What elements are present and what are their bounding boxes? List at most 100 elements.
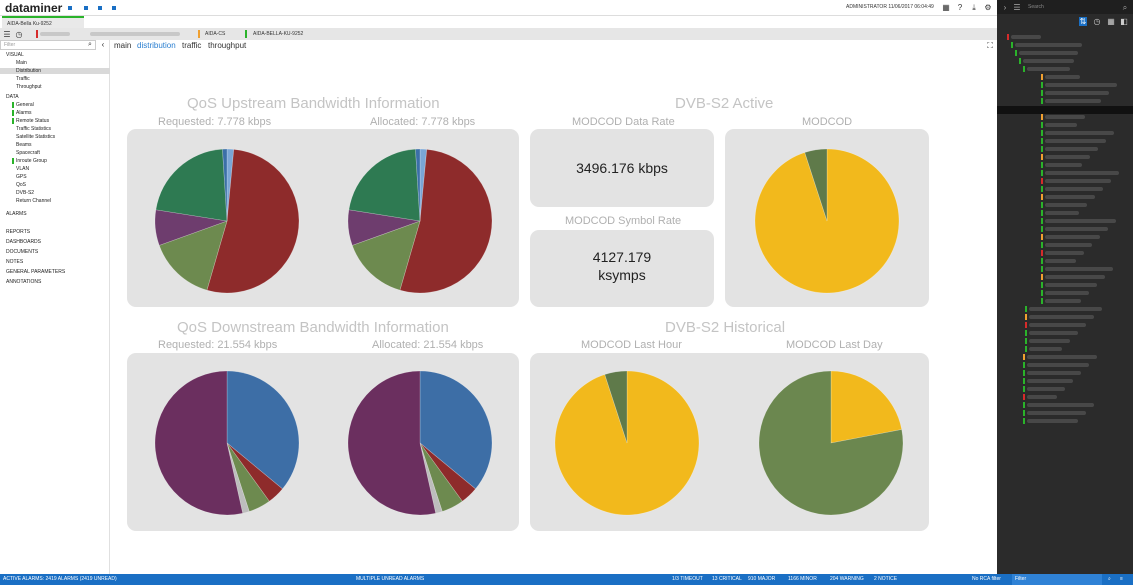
- grid-icon[interactable]: ▦: [1107, 17, 1115, 26]
- tree-item[interactable]: Remote Status: [16, 118, 50, 124]
- surveyor-item[interactable]: [1029, 347, 1062, 351]
- menu-icon[interactable]: ☰: [1013, 3, 1021, 12]
- major-count[interactable]: 910 MAJOR: [748, 576, 776, 582]
- surveyor-item[interactable]: [1045, 203, 1087, 207]
- clock-icon[interactable]: ◷: [15, 30, 23, 39]
- surveyor-item[interactable]: [1027, 355, 1097, 359]
- breadcrumb-item[interactable]: AIDA-CS: [205, 31, 226, 37]
- search-icon[interactable]: ⌕: [1122, 3, 1128, 12]
- download-icon[interactable]: ⤓: [972, 3, 976, 12]
- settings-icon[interactable]: ⚙: [984, 3, 992, 12]
- tree-item[interactable]: QoS: [16, 182, 27, 188]
- surveyor-item[interactable]: [1029, 315, 1094, 319]
- tree-item[interactable]: Inroute Group: [16, 158, 47, 164]
- surveyor-item[interactable]: [1045, 291, 1089, 295]
- tree-item[interactable]: Main: [16, 60, 27, 66]
- surveyor-item[interactable]: [1027, 403, 1094, 407]
- surveyor-item[interactable]: [1045, 243, 1092, 247]
- tab-traffic[interactable]: traffic: [182, 41, 202, 50]
- tab-throughput[interactable]: throughput: [208, 41, 247, 50]
- tree-item[interactable]: Beams: [16, 142, 32, 148]
- chevron-right-icon[interactable]: ›: [1003, 3, 1007, 12]
- tree-item[interactable]: VLAN: [16, 166, 30, 172]
- menu-icon[interactable]: ≡: [1120, 576, 1123, 582]
- surveyor-item[interactable]: [1027, 379, 1073, 383]
- surveyor-item[interactable]: [1045, 283, 1097, 287]
- surveyor-item[interactable]: [1029, 339, 1070, 343]
- surveyor-item[interactable]: [1023, 59, 1074, 63]
- help-icon[interactable]: ?: [957, 3, 963, 12]
- collapse-icon[interactable]: ‹: [101, 40, 105, 49]
- tree-item[interactable]: VISUAL: [6, 52, 24, 58]
- menu-dot-icon[interactable]: [68, 6, 72, 10]
- tree-item[interactable]: Satellite Statistics: [16, 134, 56, 140]
- active-alarms[interactable]: ACTIVE ALARMS: 2419 ALARMS (2419 UNREAD): [3, 576, 117, 582]
- surveyor-item[interactable]: [1045, 227, 1108, 231]
- surveyor-item[interactable]: [1045, 219, 1116, 223]
- tree-item[interactable]: GENERAL PARAMETERS: [6, 269, 66, 275]
- surveyor-item[interactable]: [1045, 187, 1103, 191]
- rca-filter[interactable]: No RCA filter: [972, 576, 1001, 582]
- menu-icon[interactable]: ☰: [3, 30, 11, 39]
- notice-count[interactable]: 2 NOTICE: [874, 576, 898, 582]
- surveyor-item[interactable]: [1045, 171, 1119, 175]
- tree-item[interactable]: DASHBOARDS: [6, 239, 42, 245]
- surveyor-item[interactable]: [1045, 83, 1117, 87]
- tree-item[interactable]: DOCUMENTS: [6, 249, 39, 255]
- surveyor-item[interactable]: [1045, 139, 1106, 143]
- surveyor-item[interactable]: [1027, 395, 1057, 399]
- expand-icon[interactable]: ⛶: [987, 41, 993, 50]
- surveyor-item[interactable]: [1045, 99, 1101, 103]
- menu-dot-icon[interactable]: [98, 6, 102, 10]
- surveyor-item[interactable]: [1029, 307, 1102, 311]
- history-icon[interactable]: ◷: [1093, 17, 1101, 26]
- surveyor-item[interactable]: [1045, 155, 1090, 159]
- surveyor-item[interactable]: [1045, 251, 1084, 255]
- surveyor-item[interactable]: [1027, 387, 1065, 391]
- tab-element[interactable]: AIDA-Bella Ku-9252: [2, 16, 84, 28]
- tree-item[interactable]: Traffic: [16, 76, 30, 82]
- surveyor-item[interactable]: [1019, 51, 1078, 55]
- menu-dot-icon[interactable]: [112, 6, 116, 10]
- tree-item[interactable]: Throughput: [16, 84, 42, 90]
- surveyor-item[interactable]: [1045, 275, 1105, 279]
- critical-count[interactable]: 13 CRITICAL: [712, 576, 742, 582]
- tree-item[interactable]: DVB-S2: [16, 190, 35, 196]
- search-icon[interactable]: ⌕: [1108, 576, 1111, 582]
- tree-item[interactable]: Return Channel: [16, 198, 52, 204]
- tree-item[interactable]: General: [16, 102, 34, 108]
- tree-item[interactable]: GPS: [16, 174, 27, 180]
- surveyor-item[interactable]: [1045, 91, 1109, 95]
- surveyor-item[interactable]: [1015, 43, 1082, 47]
- surveyor-item[interactable]: [1045, 299, 1081, 303]
- layout-icon[interactable]: ◧: [1120, 17, 1128, 26]
- tree-item[interactable]: NOTES: [6, 259, 24, 265]
- tree-item[interactable]: DATA: [6, 94, 19, 100]
- surveyor-item[interactable]: [1027, 363, 1089, 367]
- menu-dot-icon[interactable]: [84, 6, 88, 10]
- surveyor-item[interactable]: [1045, 179, 1111, 183]
- surveyor-item[interactable]: [1027, 371, 1081, 375]
- tab-main[interactable]: main: [114, 41, 132, 50]
- tree-item[interactable]: Alarms: [16, 110, 32, 116]
- tree-item[interactable]: Spacecraft: [16, 150, 40, 156]
- surveyor-item[interactable]: [1045, 195, 1095, 199]
- surveyor-item[interactable]: [1027, 67, 1070, 71]
- surveyor-item[interactable]: [1045, 235, 1100, 239]
- surveyor-item[interactable]: [1011, 35, 1041, 39]
- surveyor-item[interactable]: [1027, 419, 1078, 423]
- grid-icon[interactable]: ▦: [942, 3, 950, 12]
- timeout-count[interactable]: 1/3 TIMEOUT: [672, 576, 703, 582]
- surveyor-item[interactable]: [1027, 411, 1086, 415]
- search-input[interactable]: Search: [1028, 4, 1044, 10]
- surveyor-item[interactable]: [1045, 267, 1113, 271]
- surveyor-item[interactable]: [1045, 75, 1080, 79]
- status-filter-input[interactable]: Filter: [1012, 574, 1102, 585]
- surveyor-item[interactable]: [1045, 259, 1076, 263]
- surveyor-item[interactable]: [1029, 323, 1086, 327]
- filter-input[interactable]: Filter: [0, 40, 96, 50]
- tree-item[interactable]: REPORTS: [6, 229, 31, 235]
- warning-count[interactable]: 204 WARNING: [830, 576, 864, 582]
- minor-count[interactable]: 1166 MINOR: [788, 576, 817, 582]
- tab-distribution[interactable]: distribution: [137, 41, 176, 50]
